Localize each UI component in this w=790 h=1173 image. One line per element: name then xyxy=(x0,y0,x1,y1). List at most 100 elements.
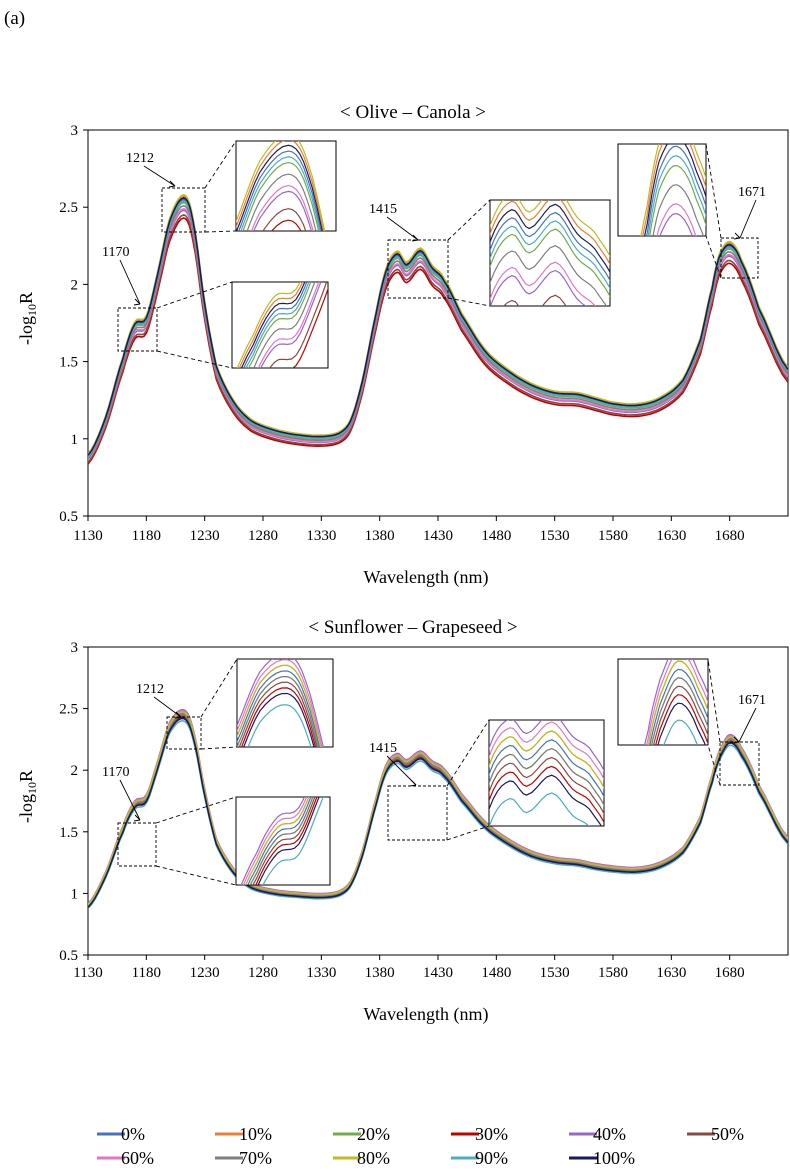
inset-series-90pct xyxy=(240,156,321,231)
inset-series-60pct xyxy=(257,282,320,368)
legend-label-70pct: 70% xyxy=(239,1148,272,1168)
x-tick-label: 1580 xyxy=(598,965,628,981)
inset-series-70pct xyxy=(253,282,316,368)
chart-title: < Sunflower – Grapeseed > xyxy=(308,617,517,638)
series-line-40pct xyxy=(88,209,788,462)
inset-series-20pct xyxy=(649,164,706,236)
inset-series-40pct xyxy=(643,659,708,745)
inset-series-80pct xyxy=(237,664,322,747)
x-tick-label: 1480 xyxy=(481,965,511,981)
inset-series-40pct xyxy=(489,720,604,772)
inset-series-70pct xyxy=(489,747,604,807)
inset-series-70pct xyxy=(249,797,314,885)
peak-arrow-1415 xyxy=(386,216,419,241)
peak-arrow-1170 xyxy=(119,779,141,821)
x-tick-label: 1680 xyxy=(715,528,745,544)
inset-series-60pct xyxy=(242,797,308,885)
x-axis-label: Wavelength (nm) xyxy=(363,1004,488,1025)
zoom-connector xyxy=(204,140,237,189)
x-tick-label: 1130 xyxy=(73,528,102,544)
y-axis-label-tail: R xyxy=(16,292,36,304)
y-tick-label: 1 xyxy=(71,432,79,448)
series-line-80pct xyxy=(88,193,788,455)
inset-series-50pct xyxy=(598,242,725,501)
x-tick-label: 1180 xyxy=(132,965,161,981)
inset-series-40pct xyxy=(240,797,305,885)
inset-series-100pct xyxy=(644,144,706,236)
inset-series-80pct xyxy=(647,660,708,745)
inset-series-0pct xyxy=(238,150,322,231)
inset-series-60pct xyxy=(656,203,697,236)
inset-series-0pct xyxy=(243,282,308,368)
series-line-80pct xyxy=(88,711,788,906)
legend-label-0pct: 0% xyxy=(121,1124,145,1144)
x-tick-label: 1180 xyxy=(132,528,161,544)
inset-series-0pct xyxy=(489,739,604,798)
chart-title: < Olive – Canola > xyxy=(340,102,486,123)
series-line-90pct xyxy=(88,720,788,909)
y-tick-label: 2 xyxy=(71,277,79,293)
peak-label-1671: 1671 xyxy=(738,693,766,708)
inset-series-60pct xyxy=(250,184,314,231)
series-group xyxy=(88,708,788,909)
inset-series-50pct xyxy=(489,756,604,815)
y-axis-label-sub: 10 xyxy=(25,304,39,316)
inset-series-80pct xyxy=(244,797,310,885)
arrow-head xyxy=(133,298,141,306)
x-axis-label: Wavelength (nm) xyxy=(363,567,488,588)
zoom-connector xyxy=(447,297,491,307)
y-tick-label: 2.5 xyxy=(59,200,78,216)
zoom-box xyxy=(387,785,448,841)
series-line-100pct xyxy=(88,717,788,908)
zoom-connector xyxy=(447,199,491,241)
y-tick-label: 2.5 xyxy=(59,702,78,718)
y-tick-label: 3 xyxy=(71,640,79,656)
x-tick-label: 1230 xyxy=(190,965,220,981)
inset-series-100pct xyxy=(490,203,610,274)
series-line-30pct xyxy=(88,217,788,465)
inset-series-20pct xyxy=(247,282,312,368)
inset-series-90pct xyxy=(489,792,590,826)
chart-olive-canola: < Olive – Canola > 0.5 1 1.5 2 2.5 3 1130 1180 12… xyxy=(16,102,789,588)
inset-frame xyxy=(489,199,611,307)
inset-series-80pct xyxy=(490,200,610,258)
inset-series-10pct xyxy=(238,282,304,368)
legend-label-20pct: 20% xyxy=(357,1124,390,1144)
inset-series-100pct xyxy=(236,144,323,231)
inset-series-10pct xyxy=(642,144,706,236)
inset-series-90pct xyxy=(245,282,310,368)
series-line-90pct xyxy=(88,200,788,458)
arrow-head xyxy=(133,814,141,822)
inset-series-0pct xyxy=(649,668,708,745)
arrow-head xyxy=(409,779,417,787)
series-group xyxy=(88,193,788,465)
inset-series-60pct xyxy=(489,721,604,781)
inset-series-90pct xyxy=(647,155,706,236)
inset-series-90pct xyxy=(663,719,699,745)
inset-series-100pct xyxy=(489,774,602,826)
zoom-connector xyxy=(446,719,490,787)
zoom-box xyxy=(117,822,157,867)
zoom-box xyxy=(719,741,760,786)
series-line-60pct xyxy=(88,207,788,461)
inset-series-0pct xyxy=(645,145,706,236)
zoom-box xyxy=(166,716,202,750)
inset-series-40pct xyxy=(253,190,313,231)
inset-series-100pct xyxy=(657,702,706,745)
zoom-connector xyxy=(156,281,233,309)
peak-label-1170: 1170 xyxy=(102,245,129,260)
inset-lines xyxy=(598,144,725,501)
x-tick-label: 1630 xyxy=(656,965,686,981)
inset-lines xyxy=(240,797,324,885)
inset-frame xyxy=(235,796,331,886)
y-axis-label-sub: 10 xyxy=(25,782,39,794)
peak-arrow-1170 xyxy=(119,259,141,305)
inset-series-70pct xyxy=(651,677,708,745)
inset-series-70pct xyxy=(246,173,317,231)
peak-arrow-1671 xyxy=(739,199,757,239)
inset-lines xyxy=(236,282,328,368)
x-tick-label: 1580 xyxy=(598,528,628,544)
inset-series-50pct xyxy=(252,797,316,885)
y-tick-label: 2 xyxy=(71,763,79,779)
zoom-box xyxy=(720,237,759,279)
